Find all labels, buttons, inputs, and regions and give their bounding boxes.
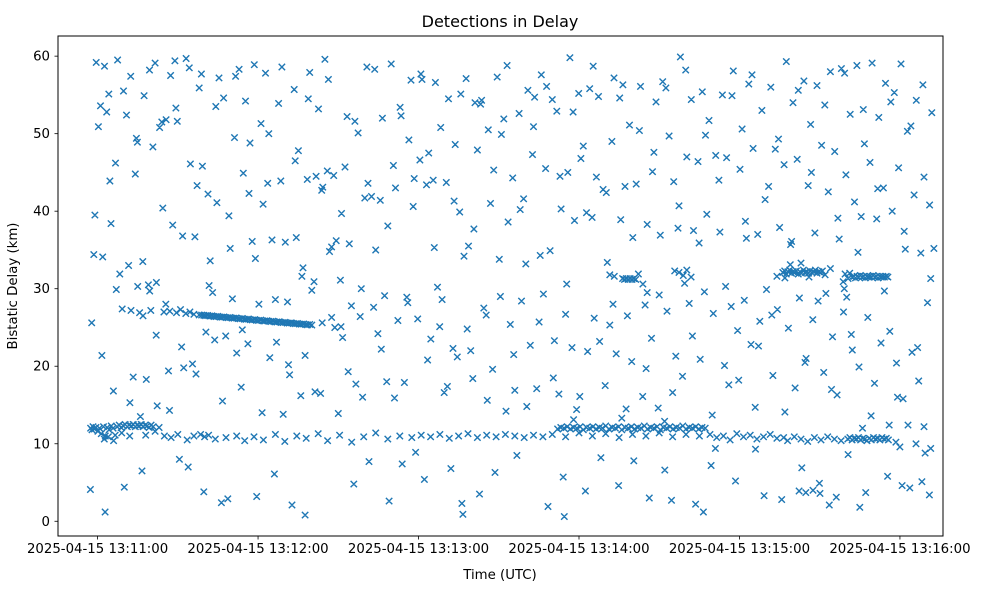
y-tick-label: 30 [33, 282, 50, 297]
x-axis-label: Time (UTC) [462, 568, 537, 583]
y-tick-label: 60 [33, 50, 50, 65]
x-tick-label: 2025-04-15 13:11:00 [27, 542, 168, 557]
x-tick-label: 2025-04-15 13:14:00 [508, 542, 649, 557]
x-tick-label: 2025-04-15 13:15:00 [669, 542, 810, 557]
detection-markers [86, 53, 938, 521]
y-axis: 0 10 20 30 40 50 60 [33, 50, 58, 530]
y-tick-label: 40 [33, 205, 50, 220]
x-tick-label: 2025-04-15 13:13:00 [348, 542, 489, 557]
plot-area [57, 35, 944, 537]
y-tick-label: 50 [33, 127, 50, 142]
x-tick-label: 2025-04-15 13:16:00 [829, 542, 970, 557]
y-tick-label: 20 [33, 360, 50, 375]
y-tick-label: 0 [42, 515, 50, 530]
y-axis-label: Bistatic Delay (km) [6, 223, 21, 350]
chart-title: Detections in Delay [422, 12, 579, 31]
x-tick-label: 2025-04-15 13:12:00 [187, 542, 328, 557]
x-axis: 2025-04-15 13:11:00 2025-04-15 13:12:00 20… [27, 536, 971, 557]
y-tick-label: 10 [33, 437, 50, 452]
